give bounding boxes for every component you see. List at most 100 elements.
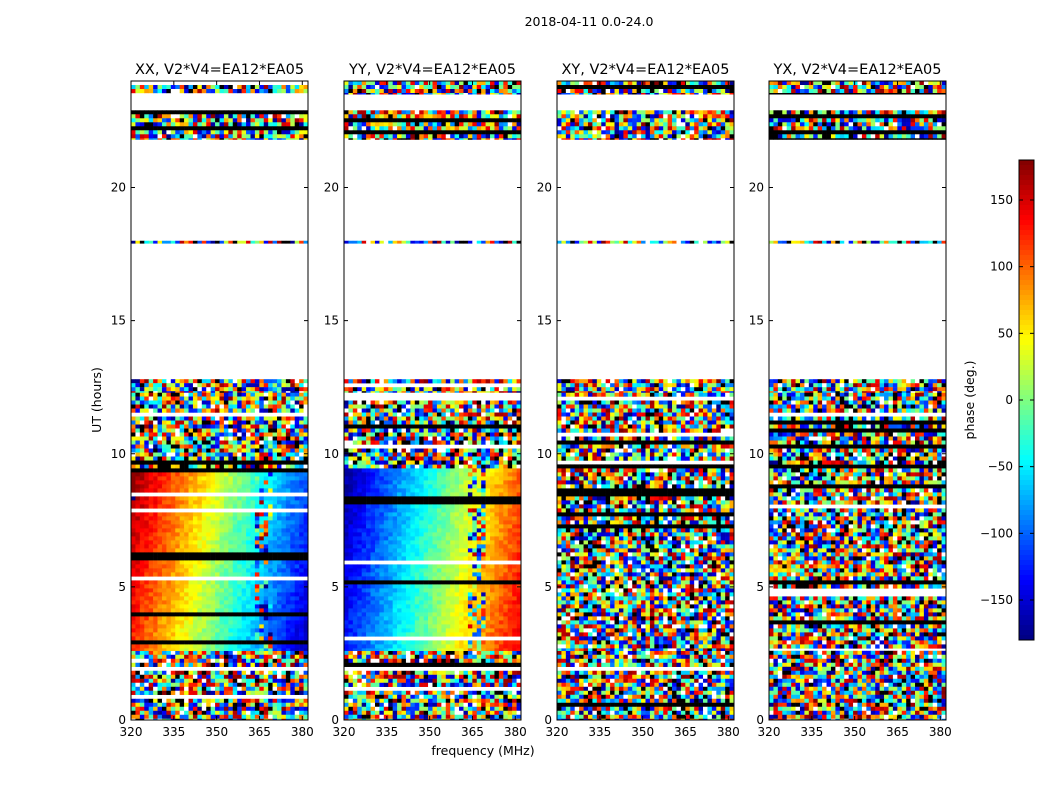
heatmap-cell	[250, 484, 255, 488]
heatmap-cell	[220, 453, 225, 457]
heatmap-cell	[384, 464, 389, 468]
heatmap-cell	[268, 608, 273, 612]
heatmap-cell	[441, 659, 446, 663]
heatmap-cell	[149, 536, 154, 540]
heatmap-cell	[468, 691, 473, 695]
heatmap-cell	[237, 616, 242, 620]
heatmap-cell	[446, 524, 451, 528]
heatmap-cell	[499, 679, 504, 683]
heatmap-cell	[388, 675, 393, 679]
heatmap-cell	[503, 683, 508, 687]
heatmap-cell	[224, 383, 229, 387]
heatmap-cell	[211, 461, 216, 465]
heatmap-cell	[171, 472, 176, 476]
heatmap-cell	[353, 524, 358, 528]
heatmap-cell	[140, 671, 145, 675]
heatmap-cell	[295, 540, 300, 544]
heatmap-cell	[193, 707, 198, 711]
heatmap-cell	[290, 596, 295, 600]
heatmap-cell	[468, 699, 473, 703]
heatmap-cell	[299, 453, 304, 457]
heatmap-cell	[246, 421, 251, 425]
heatmap-cell	[233, 556, 238, 560]
heatmap-cell	[424, 500, 429, 504]
heatmap-cell	[220, 644, 225, 648]
heatmap-cell	[197, 89, 202, 93]
heatmap-cell	[215, 437, 220, 441]
heatmap-cell	[171, 663, 176, 667]
heatmap-cell	[384, 472, 389, 476]
heatmap-cell	[162, 387, 167, 391]
heatmap-cell	[184, 675, 189, 679]
heatmap-cell	[428, 488, 433, 492]
heatmap-cell	[508, 484, 513, 488]
heatmap-cell	[446, 699, 451, 703]
heatmap-cell	[233, 675, 238, 679]
heatmap-cell	[250, 659, 255, 663]
heatmap-cell	[259, 651, 264, 655]
heatmap-cell	[140, 624, 145, 628]
heatmap-cell	[180, 624, 185, 628]
heatmap-cell	[162, 556, 167, 560]
heatmap-cell	[233, 636, 238, 640]
heatmap-cell	[397, 520, 402, 524]
heatmap-cell	[144, 437, 149, 441]
heatmap-cell	[211, 556, 216, 560]
heatmap-cell	[224, 564, 229, 568]
heatmap-cell	[149, 636, 154, 640]
heatmap-cell	[397, 492, 402, 496]
heatmap-cell	[295, 126, 300, 130]
heatmap-cell	[242, 114, 247, 118]
heatmap-cell	[215, 476, 220, 480]
heatmap-cell	[503, 524, 508, 528]
heatmap-cell	[162, 453, 167, 457]
heatmap-cell	[166, 624, 171, 628]
heatmap-cell	[273, 675, 278, 679]
heatmap-cell	[237, 552, 242, 556]
heatmap-cell	[175, 524, 180, 528]
heatmap-cell	[220, 480, 225, 484]
heatmap-cell	[153, 675, 158, 679]
heatmap-cell	[131, 691, 136, 695]
heatmap-cell	[144, 640, 149, 644]
heatmap-cell	[202, 548, 207, 552]
heatmap-cell	[193, 687, 198, 691]
heatmap-cell	[281, 556, 286, 560]
heatmap-cell	[171, 699, 176, 703]
heatmap-cell	[189, 397, 194, 401]
heatmap-cell	[144, 484, 149, 488]
heatmap-cell	[264, 110, 269, 114]
heatmap-cell	[135, 663, 140, 667]
heatmap-cell	[450, 659, 455, 663]
heatmap-cell	[295, 648, 300, 651]
heatmap-cell	[175, 516, 180, 520]
heatmap-cell	[259, 588, 264, 592]
heatmap-cell	[402, 711, 407, 715]
heatmap-cell	[144, 699, 149, 703]
heatmap-cell	[259, 663, 264, 667]
heatmap-cell	[228, 393, 233, 397]
heatmap-cell	[259, 379, 264, 383]
heatmap-cell	[259, 655, 264, 659]
heatmap-cell	[406, 484, 411, 488]
heatmap-cell	[246, 85, 251, 89]
heatmap-cell	[463, 671, 468, 675]
heatmap-cell	[441, 496, 446, 500]
heatmap-cell	[135, 379, 140, 383]
heatmap-cell	[508, 707, 513, 711]
heatmap-cell	[171, 437, 176, 441]
heatmap-cell	[277, 425, 282, 429]
heatmap-cell	[299, 612, 304, 616]
heatmap-cell	[459, 703, 464, 707]
heatmap-cell	[468, 659, 473, 663]
heatmap-cell	[281, 572, 286, 576]
heatmap-cell	[153, 548, 158, 552]
heatmap-cell	[250, 592, 255, 596]
heatmap-cell	[242, 138, 247, 139]
heatmap-cell	[158, 379, 163, 383]
heatmap-cell	[153, 663, 158, 667]
heatmap-cell	[299, 391, 304, 393]
heatmap-cell	[428, 703, 433, 707]
heatmap-cell	[424, 508, 429, 512]
heatmap-cell	[295, 449, 300, 453]
